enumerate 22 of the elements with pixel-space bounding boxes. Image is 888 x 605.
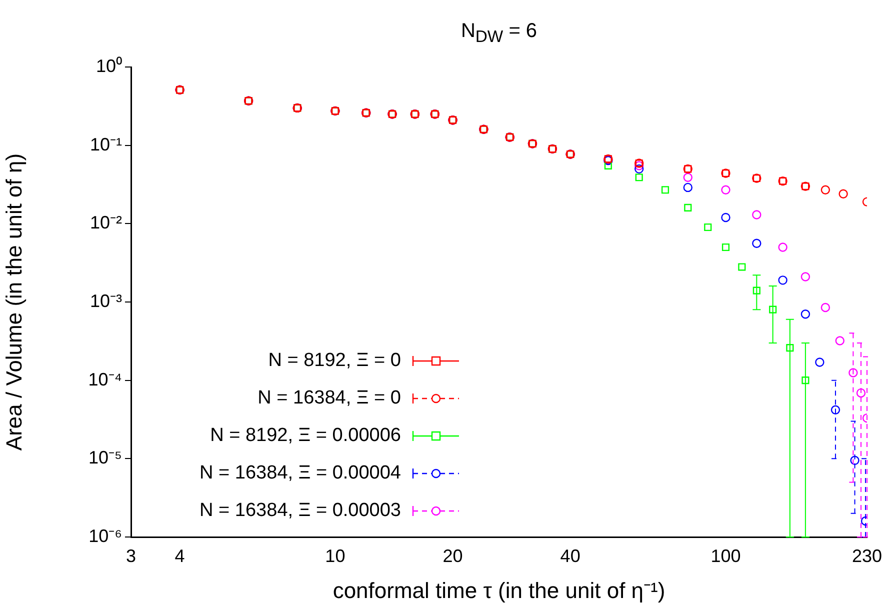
x-tick-label: 100 [710,546,741,566]
x-tick-label: 40 [560,546,580,566]
y-tick-label: 10⁻⁴ [88,369,122,390]
legend-label: N = 16384, Ξ = 0.00003 [200,500,401,522]
chart-title: N$_{DW}$ = 6 [460,20,538,47]
x-tick-label: 230 [852,546,882,566]
y-tick-label: 10⁰ [96,56,122,76]
y-tick-label: 10⁻⁶ [88,526,122,546]
y-tick-label: 10⁻³ [90,290,122,311]
legend-label: N = 16384, Ξ = 0.00004 [200,462,402,484]
y-tick-label: 10⁻⁵ [88,448,122,468]
y-tick-label: 10⁻² [90,212,122,233]
x-tick-label: 10 [325,546,346,566]
x-axis-title: conformal time τ (in the unit of η⁻¹) [332,578,666,603]
y-axis-title: Area / Volume (in the unit of η) [1,153,26,451]
legend-label: N = 8192, Ξ = 0.00006 [210,425,401,446]
legend-label: N = 8192, Ξ = 0 [268,350,401,372]
x-tick-label: 4 [174,546,185,566]
x-tick-label: 20 [442,546,463,566]
y-tick-label: 10⁻¹ [90,134,122,154]
x-tick-label: 3 [126,546,136,566]
legend-label: N = 16384, Ξ = 0 [258,388,401,409]
